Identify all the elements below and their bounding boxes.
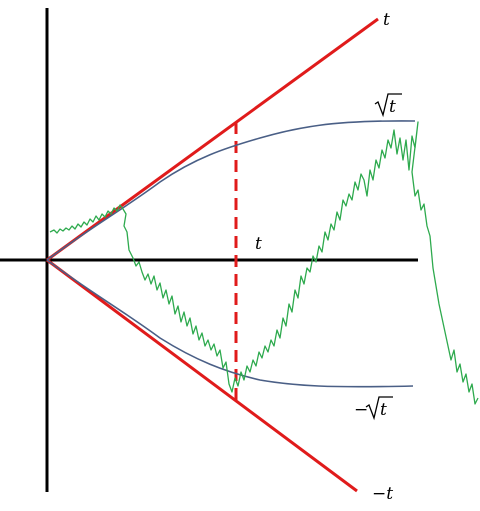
sqrt-t-label: t bbox=[374, 93, 402, 118]
upper-sqrt-curve bbox=[46, 120, 416, 261]
lower-bound-line bbox=[46, 258, 358, 493]
sqrt-t-radical-icon bbox=[374, 93, 402, 118]
neg-sqrt-t-label: − t bbox=[354, 396, 393, 421]
sqrt-t-label-var: t bbox=[389, 97, 396, 117]
random-walk-path bbox=[49, 121, 479, 405]
neg-sqrt-t-label-var: t bbox=[380, 400, 387, 420]
upper-bound-label: t bbox=[383, 10, 390, 30]
lower-sqrt-curve bbox=[46, 259, 414, 388]
neg-sqrt-t-minus: − bbox=[354, 400, 368, 420]
upper-bound-line bbox=[46, 17, 379, 262]
neg-sqrt-t-radical-icon bbox=[365, 396, 393, 421]
time-axis-label: t bbox=[255, 234, 262, 254]
lower-bound-label: −t bbox=[372, 484, 393, 504]
